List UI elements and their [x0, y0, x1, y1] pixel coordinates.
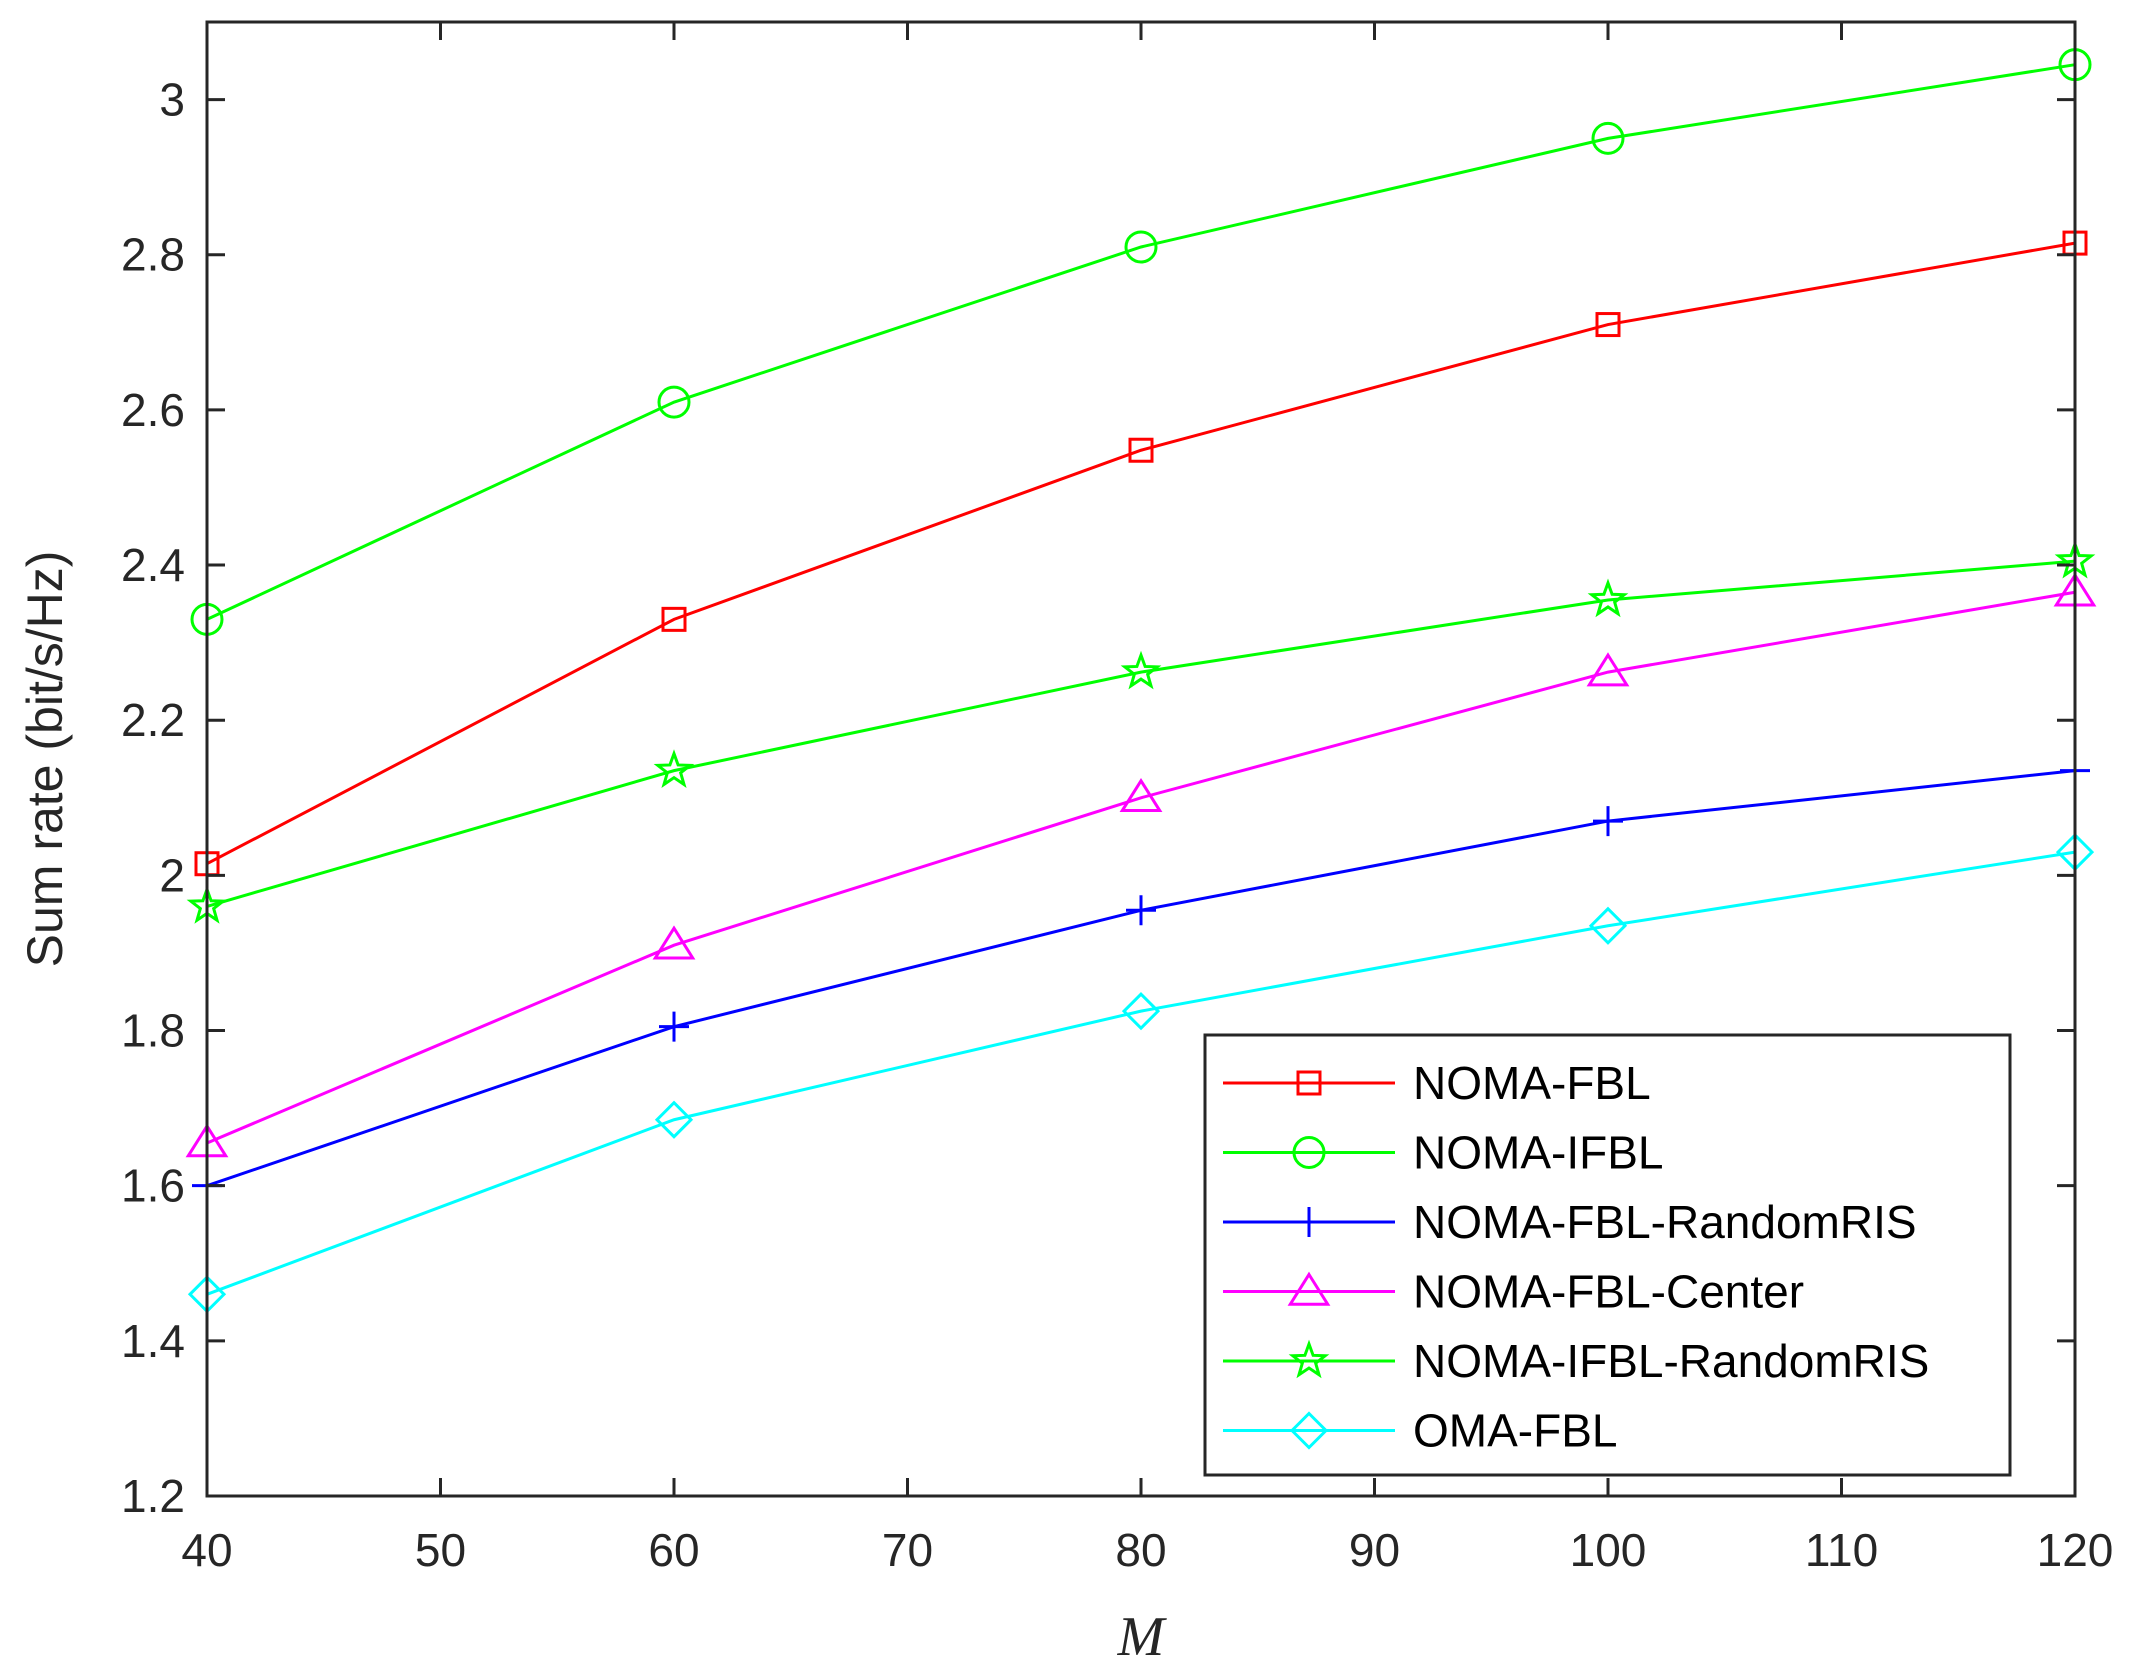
- y-tick-label: 3: [159, 74, 185, 126]
- legend-marker: [1296, 1070, 1322, 1096]
- series-line: [206, 63, 2076, 621]
- y-tick-label: 1.2: [121, 1470, 185, 1522]
- x-tick-label: 100: [1570, 1524, 1647, 1576]
- y-tick-label: 2: [159, 849, 185, 901]
- legend: NOMA-FBL NOMA-IFBL NOMA-FBL-RandomRIS NOMA-…: [1203, 1033, 2012, 1477]
- legend-box: [1203, 1033, 2012, 1477]
- legend-marker: [1287, 1271, 1331, 1306]
- series-line: [206, 850, 2076, 1296]
- data-point-marker: [661, 606, 687, 632]
- data-point-marker: [654, 1100, 694, 1139]
- legend-item-noma-ifbl: NOMA-IFBL: [1223, 1127, 1663, 1179]
- data-point-marker: [1595, 312, 1621, 338]
- y-tick-label: 1.6: [121, 1160, 185, 1212]
- data-point-marker: [1124, 230, 1158, 264]
- data-point-marker: [1128, 437, 1154, 463]
- legend-label: NOMA-IFBL: [1413, 1127, 1663, 1179]
- y-tick-label: 1.8: [121, 1005, 185, 1057]
- data-point-marker: [659, 1011, 689, 1042]
- x-tick-label: 70: [882, 1524, 933, 1576]
- x-tick-label: 60: [648, 1524, 699, 1576]
- legend-marker: [1292, 1136, 1326, 1169]
- x-tick-label: 80: [1115, 1524, 1166, 1576]
- y-tick-label: 2.2: [121, 694, 185, 746]
- y-tick-label: 2.8: [121, 229, 185, 281]
- data-point-marker: [1119, 777, 1163, 813]
- y-axis-label: Sum rate (bit/s/Hz): [17, 551, 73, 968]
- x-tick-label: 90: [1349, 1524, 1400, 1576]
- data-point-marker: [657, 385, 691, 419]
- data-point-marker: [1587, 578, 1629, 618]
- data-point-marker: [1586, 652, 1630, 687]
- legend-item-noma-fbl: NOMA-FBL: [1223, 1057, 1651, 1109]
- series-line: [206, 590, 2076, 1145]
- legend-label: OMA-FBL: [1413, 1405, 1617, 1457]
- data-point-marker: [652, 925, 696, 960]
- tick-layer: 40 50 60 70 80 90 100 110 120 1.2 1.4 1.6 1.8 2 2.2 2.4…: [121, 22, 2113, 1576]
- x-tick-label: 120: [2037, 1524, 2114, 1576]
- y-tick-label: 2.4: [121, 539, 185, 591]
- series-line: [206, 559, 2076, 908]
- data-point-marker: [1120, 650, 1162, 690]
- data-point-marker: [1593, 806, 1623, 837]
- legend-item-noma-fbl-randomris: NOMA-FBL-RandomRIS: [1223, 1196, 1917, 1248]
- legend-label: NOMA-FBL-RandomRIS: [1413, 1196, 1917, 1248]
- legend-item-noma-ifbl-randomris: NOMA-IFBL-RandomRIS: [1223, 1335, 1929, 1387]
- legend-item-oma-fbl: OMA-FBL: [1223, 1405, 1617, 1457]
- y-tick-label: 2.6: [121, 384, 185, 436]
- legend-label: NOMA-FBL-Center: [1413, 1266, 1804, 1318]
- data-point-marker: [1591, 121, 1625, 155]
- legend-marker: [1294, 1207, 1324, 1237]
- x-tick-label: 50: [415, 1524, 466, 1576]
- series-line: [206, 241, 2076, 866]
- legend-label: NOMA-FBL: [1413, 1057, 1651, 1109]
- data-point-marker: [1126, 895, 1156, 926]
- legend-marker: [1288, 1339, 1330, 1379]
- y-tick-label: 1.4: [121, 1315, 185, 1367]
- data-point-marker: [653, 749, 695, 788]
- data-point-marker: [1588, 906, 1628, 945]
- data-point-marker: [1121, 992, 1161, 1031]
- legend-label: NOMA-IFBL-RandomRIS: [1413, 1335, 1929, 1387]
- x-tick-label: 110: [1805, 1524, 1878, 1576]
- x-tick-label: 40: [181, 1524, 232, 1576]
- x-axis-label: M: [1117, 1606, 1168, 1668]
- legend-marker: [1289, 1411, 1329, 1450]
- legend-item-noma-fbl-center: NOMA-FBL-Center: [1223, 1266, 1804, 1318]
